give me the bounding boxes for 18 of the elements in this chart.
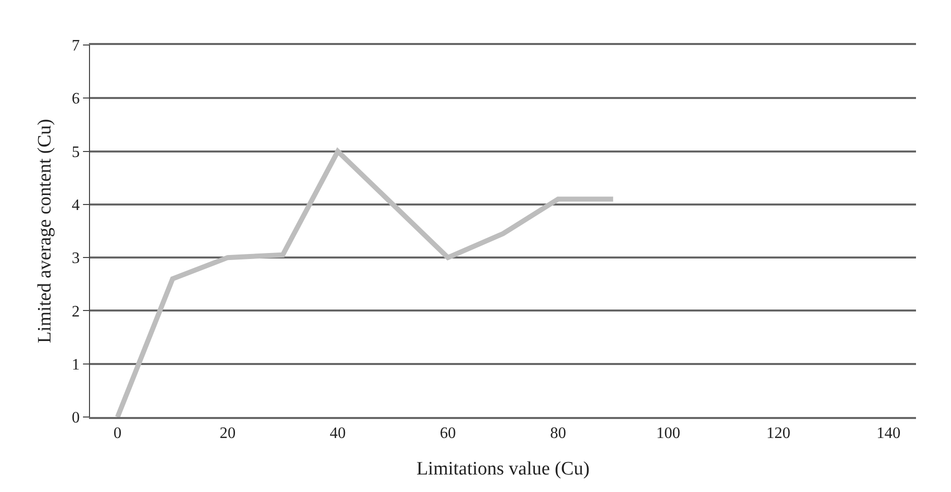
y-tick-label: 6 (72, 90, 80, 108)
y-tick-label: 5 (72, 144, 80, 161)
x-tick-label: 80 (550, 424, 566, 442)
x-tick-label: 140 (876, 424, 900, 442)
x-axis-title: Limitations value (Cu) (416, 458, 590, 480)
x-tick-label: 120 (766, 424, 790, 442)
y-tick-label: 3 (72, 250, 80, 268)
y-tick-label: 2 (72, 303, 80, 320)
y-tick-label: 7 (72, 38, 80, 55)
x-tick-label: 40 (330, 424, 346, 442)
x-tick-label: 60 (440, 424, 456, 442)
x-tick-label: 20 (220, 424, 236, 442)
y-tick-label: 0 (72, 410, 80, 427)
x-tick-label: 100 (656, 424, 680, 442)
y-tick-label: 4 (72, 197, 80, 214)
x-tick-label: 0 (114, 424, 122, 442)
y-axis-title: Limited average content (Cu) (34, 118, 56, 344)
y-tick-label: 1 (72, 356, 80, 374)
